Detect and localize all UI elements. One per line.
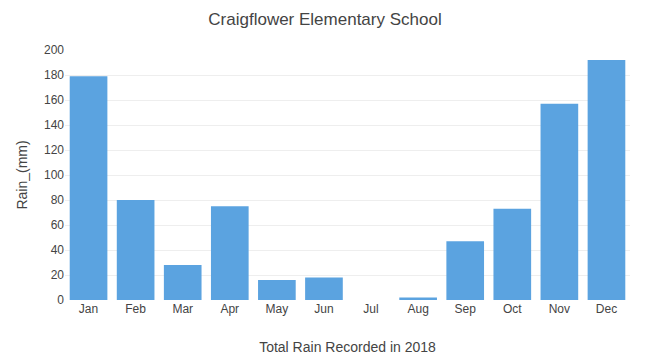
svg-text:Dec: Dec	[596, 302, 617, 316]
svg-text:Apr: Apr	[220, 302, 239, 316]
svg-text:180: 180	[44, 68, 64, 82]
svg-text:Rain_(mm): Rain_(mm)	[14, 140, 30, 209]
svg-text:Aug: Aug	[407, 302, 428, 316]
svg-text:Oct: Oct	[503, 302, 522, 316]
svg-text:Mar: Mar	[172, 302, 193, 316]
svg-text:Jan: Jan	[79, 302, 98, 316]
svg-text:140: 140	[44, 118, 64, 132]
svg-text:Jul: Jul	[363, 302, 378, 316]
svg-text:Nov: Nov	[549, 302, 570, 316]
svg-text:20: 20	[51, 268, 65, 282]
svg-text:Jun: Jun	[314, 302, 333, 316]
svg-text:120: 120	[44, 143, 64, 157]
svg-text:100: 100	[44, 168, 64, 182]
svg-text:200: 200	[44, 43, 64, 57]
svg-text:0: 0	[57, 293, 64, 307]
svg-text:80: 80	[51, 193, 65, 207]
svg-text:60: 60	[51, 218, 65, 232]
svg-text:Sep: Sep	[455, 302, 477, 316]
svg-text:160: 160	[44, 93, 64, 107]
svg-text:Total Rain Recorded in 2018: Total Rain Recorded in 2018	[259, 339, 436, 355]
svg-text:40: 40	[51, 243, 65, 257]
svg-text:Craigflower Elementary School: Craigflower Elementary School	[208, 10, 441, 29]
svg-text:May: May	[266, 302, 289, 316]
svg-text:Feb: Feb	[125, 302, 146, 316]
